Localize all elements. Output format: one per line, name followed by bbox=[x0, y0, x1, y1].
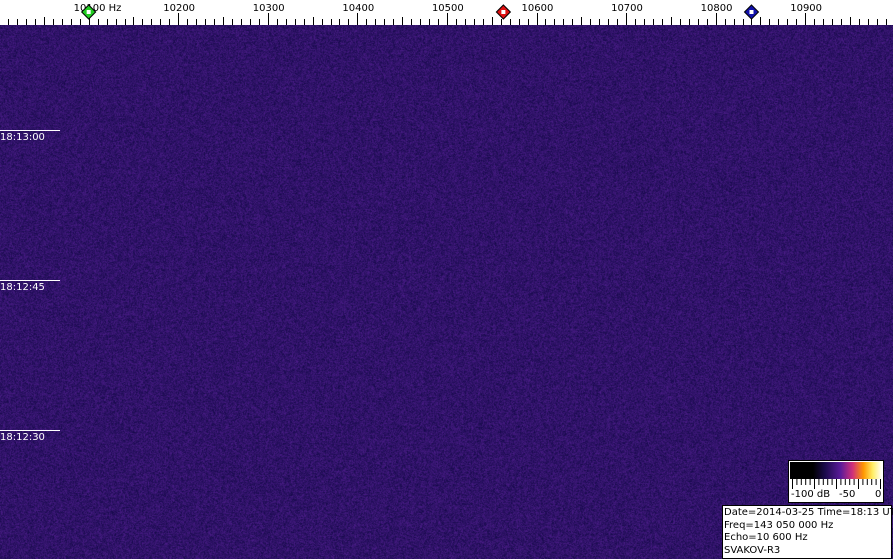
date-time: Date=2014-03-25 Time=18:13 UTC bbox=[724, 507, 890, 520]
colorbar-label-min: -100 dB bbox=[791, 489, 830, 500]
time-label: 18:12:30 bbox=[0, 430, 60, 443]
x-tick-label: 10800 bbox=[701, 3, 733, 14]
colorbar-gradient bbox=[790, 462, 882, 479]
time-label: 18:12:45 bbox=[0, 280, 60, 293]
frequency-axis: 10100 Hz 10200 10300 10400 10500 10600 10700 10… bbox=[0, 0, 893, 25]
colorbar-label-mid: -50 bbox=[839, 489, 855, 500]
x-tick-label: 10300 bbox=[253, 3, 285, 14]
time-label: 18:13:00 bbox=[0, 130, 60, 143]
x-tick-label: 10200 bbox=[163, 3, 195, 14]
echo-frequency: Echo=10 600 Hz bbox=[724, 532, 890, 545]
frequency-marker[interactable] bbox=[744, 5, 758, 19]
x-tick-label: 10900 bbox=[790, 3, 822, 14]
x-tick-label: 10600 bbox=[522, 3, 554, 14]
info-box: Date=2014-03-25 Time=18:13 UTC Freq=143 … bbox=[722, 505, 892, 559]
colorbar: -100 dB -50 0 bbox=[788, 460, 884, 503]
colorbar-label-max: 0 bbox=[875, 489, 881, 500]
x-tick-label: 10400 bbox=[342, 3, 374, 14]
time-label-text: 18:13:00 bbox=[0, 132, 60, 143]
x-tick-label: 10100 Hz bbox=[74, 3, 122, 14]
frequency: Freq=143 050 000 Hz bbox=[724, 520, 890, 533]
x-tick-label: 10700 bbox=[611, 3, 643, 14]
frequency-marker[interactable] bbox=[496, 5, 510, 19]
time-label-text: 18:12:45 bbox=[0, 282, 60, 293]
x-tick-label: 10500 bbox=[432, 3, 464, 14]
waterfall-spectrogram bbox=[0, 25, 893, 559]
station-name: SVAKOV-R3 bbox=[724, 545, 890, 558]
time-label-text: 18:12:30 bbox=[0, 432, 60, 443]
colorbar-ticks bbox=[790, 479, 882, 489]
